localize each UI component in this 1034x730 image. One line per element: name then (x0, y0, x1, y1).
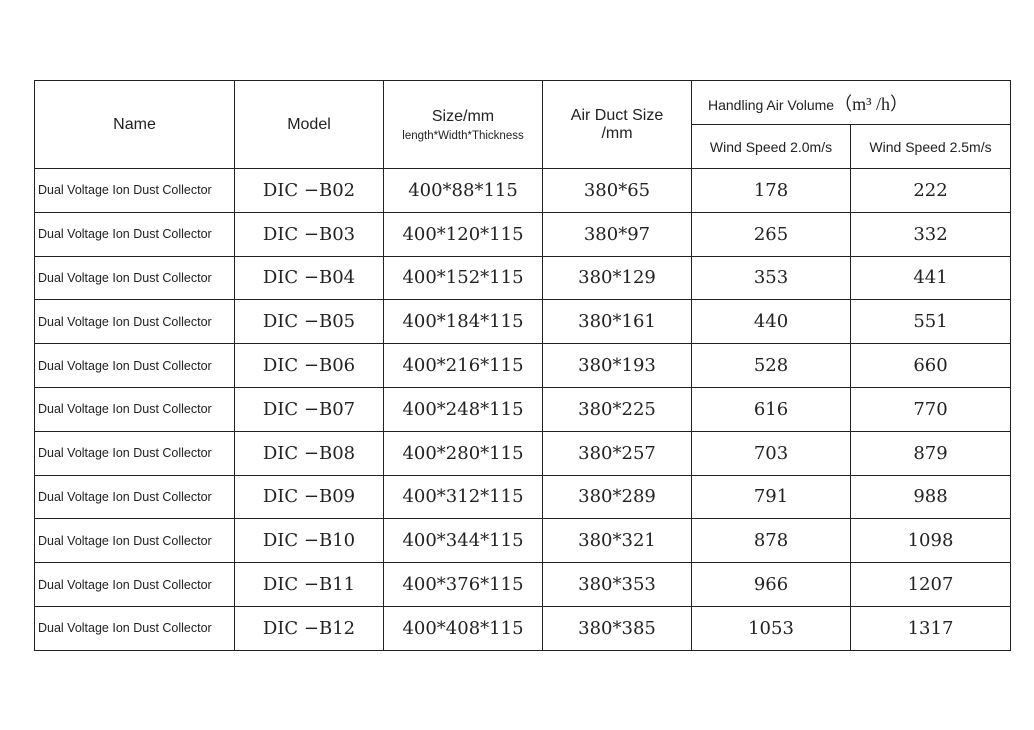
cell-name: Dual Voltage Ion Dust Collector (34, 343, 235, 388)
cell-volume-2-0: 353 (691, 255, 851, 301)
table-row: Dual Voltage Ion Dust Collector DIC −B08 4… (34, 430, 1012, 476)
table-row: Dual Voltage Ion Dust Collector DIC −B04 4… (34, 255, 1012, 301)
cell-volume-2-0: 966 (691, 562, 851, 607)
cell-volume-2-0: 440 (691, 299, 851, 345)
table-row: Dual Voltage Ion Dust Collector DIC −B09 4… (34, 474, 1012, 520)
header-size: Size/mm length*Width*Thickness (383, 80, 543, 169)
cell-volume-2-0: 1053 (691, 605, 851, 651)
header-duct-line1: Air Duct Size (570, 106, 664, 124)
table-row: Dual Voltage Ion Dust Collector DIC −B11 4… (34, 562, 1012, 607)
table-row: Dual Voltage Ion Dust Collector DIC −B12 4… (34, 605, 1012, 651)
cell-volume-2-5: 551 (849, 299, 1012, 345)
header-name: Name (34, 80, 235, 169)
cell-model: DIC −B04 (234, 255, 384, 301)
cell-volume-2-0: 703 (691, 430, 851, 476)
table-row: Dual Voltage Ion Dust Collector DIC −B10 4… (34, 518, 1012, 564)
cell-duct: 380*353 (542, 562, 692, 607)
cell-size: 400*88*115 (383, 168, 543, 213)
cell-volume-2-5: 222 (849, 168, 1012, 213)
table-row: Dual Voltage Ion Dust Collector DIC −B06 4… (34, 343, 1012, 388)
cell-duct: 380*257 (542, 430, 692, 476)
cell-volume-2-5: 879 (849, 430, 1012, 476)
cell-name: Dual Voltage Ion Dust Collector (34, 474, 235, 520)
table-row: Dual Voltage Ion Dust Collector DIC −B02 4… (34, 168, 1012, 213)
cell-size: 400*312*115 (383, 474, 543, 520)
cell-volume-2-0: 178 (691, 168, 851, 213)
cell-volume-2-5: 1317 (849, 605, 1012, 651)
cell-duct: 380*97 (542, 211, 692, 257)
cell-name: Dual Voltage Ion Dust Collector (34, 211, 235, 257)
cell-duct: 380*321 (542, 518, 692, 564)
cell-volume-2-5: 988 (849, 474, 1012, 520)
cell-size: 400*344*115 (383, 518, 543, 564)
header-air-volume: Handling Air Volume（m³ /h） (690, 80, 1012, 125)
cell-model: DIC −B02 (234, 168, 384, 213)
cell-name: Dual Voltage Ion Dust Collector (34, 518, 235, 564)
cell-model: DIC −B12 (234, 605, 384, 651)
cell-volume-2-5: 1207 (849, 562, 1012, 607)
cell-size: 400*248*115 (383, 386, 543, 432)
table-row: Dual Voltage Ion Dust Collector DIC −B03 4… (34, 211, 1012, 257)
cell-name: Dual Voltage Ion Dust Collector (34, 605, 235, 651)
cell-model: DIC −B06 (234, 343, 384, 388)
cell-volume-2-5: 441 (849, 255, 1012, 301)
cell-name: Dual Voltage Ion Dust Collector (34, 299, 235, 345)
header-air-volume-unit: （m³ /h） (834, 93, 908, 114)
cell-volume-2-0: 791 (691, 474, 851, 520)
cell-volume-2-0: 616 (691, 386, 851, 432)
cell-model: DIC −B03 (234, 211, 384, 257)
cell-volume-2-0: 878 (691, 518, 851, 564)
cell-size: 400*408*115 (383, 605, 543, 651)
cell-name: Dual Voltage Ion Dust Collector (34, 168, 235, 213)
header-duct-line2: /mm (601, 124, 633, 142)
cell-model: DIC −B08 (234, 430, 384, 476)
header-size-sub: length*Width*Thickness (402, 129, 524, 142)
spec-table: Name Model Size/mm length*Width*Thicknes… (34, 80, 1012, 651)
cell-duct: 380*161 (542, 299, 692, 345)
header-wind-2-5: Wind Speed 2.5m/s (849, 124, 1012, 169)
header-row: Name Model Size/mm length*Width*Thicknes… (34, 80, 1012, 169)
cell-model: DIC −B07 (234, 386, 384, 432)
cell-size: 400*152*115 (383, 255, 543, 301)
cell-model: DIC −B05 (234, 299, 384, 345)
cell-volume-2-5: 332 (849, 211, 1012, 257)
cell-size: 400*216*115 (383, 343, 543, 388)
cell-size: 400*376*115 (383, 562, 543, 607)
table-row: Dual Voltage Ion Dust Collector DIC −B05 4… (34, 299, 1012, 345)
header-size-title: Size/mm (431, 107, 495, 125)
table-row: Dual Voltage Ion Dust Collector DIC −B07 4… (34, 386, 1012, 432)
cell-duct: 380*65 (542, 168, 692, 213)
cell-size: 400*280*115 (383, 430, 543, 476)
cell-name: Dual Voltage Ion Dust Collector (34, 255, 235, 301)
cell-volume-2-0: 265 (691, 211, 851, 257)
cell-volume-2-0: 528 (691, 343, 851, 388)
cell-volume-2-5: 1098 (849, 518, 1012, 564)
header-subrow: Wind Speed 2.0m/s Wind Speed 2.5m/s (35, 124, 1012, 169)
cell-size: 400*184*115 (383, 299, 543, 345)
cell-volume-2-5: 770 (849, 386, 1012, 432)
header-wind-2-0: Wind Speed 2.0m/s (691, 124, 851, 169)
cell-model: DIC −B10 (234, 518, 384, 564)
header-model: Model (234, 80, 384, 169)
cell-name: Dual Voltage Ion Dust Collector (34, 562, 235, 607)
header-duct: Air Duct Size /mm (542, 80, 692, 169)
header-air-volume-label: Handling Air Volume (708, 96, 835, 113)
cell-duct: 380*385 (542, 605, 692, 651)
cell-name: Dual Voltage Ion Dust Collector (34, 430, 235, 476)
cell-duct: 380*289 (542, 474, 692, 520)
cell-size: 400*120*115 (383, 211, 543, 257)
cell-volume-2-5: 660 (849, 343, 1012, 388)
cell-model: DIC −B09 (234, 474, 384, 520)
cell-duct: 380*193 (542, 343, 692, 388)
cell-duct: 380*225 (542, 386, 692, 432)
cell-duct: 380*129 (542, 255, 692, 301)
cell-model: DIC −B11 (234, 562, 384, 607)
cell-name: Dual Voltage Ion Dust Collector (34, 386, 235, 432)
